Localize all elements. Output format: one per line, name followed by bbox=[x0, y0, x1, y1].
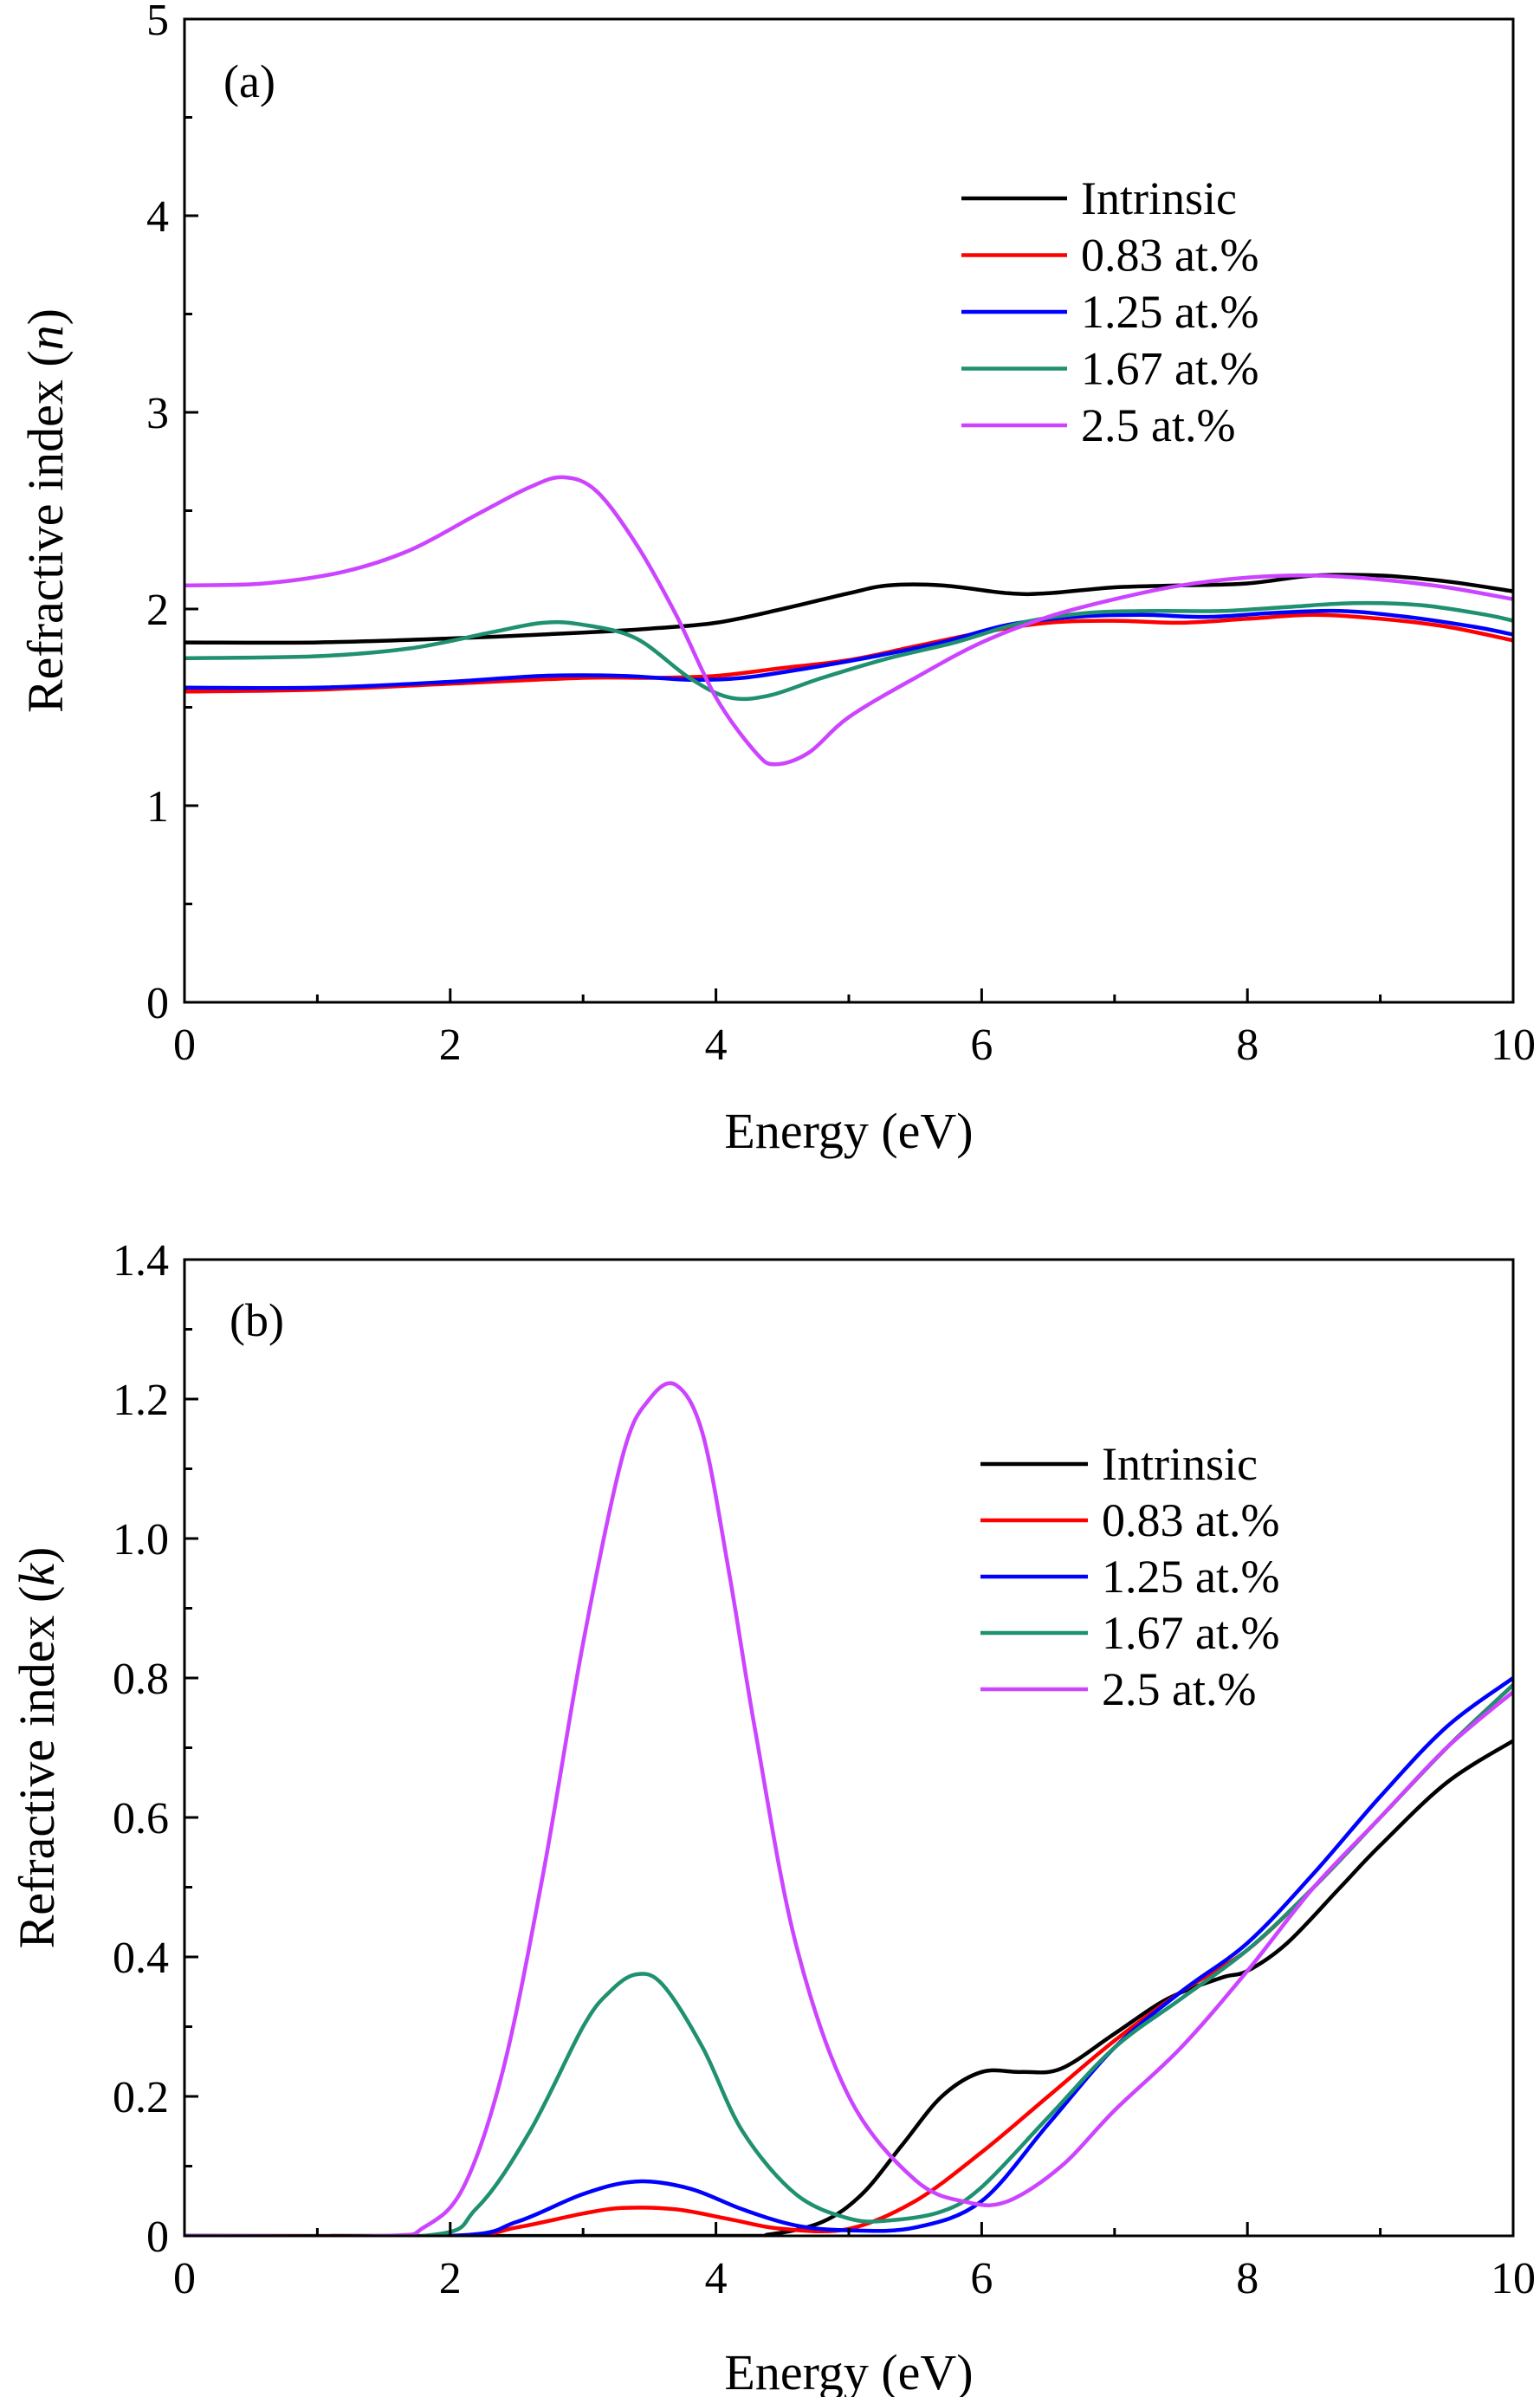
y-axis-label-close: ) bbox=[9, 1547, 65, 1564]
legend: Intrinsic 0.83 at.%1.25 at.%1.67 at.%2.5 … bbox=[961, 172, 1259, 451]
x-tick-label: 10 bbox=[1491, 1020, 1536, 1070]
y-tick-label: 0.6 bbox=[113, 1794, 169, 1843]
y-tick-label: 4 bbox=[146, 192, 169, 242]
x-tick-label: 6 bbox=[970, 2254, 993, 2303]
legend-label: 1.25 at.% bbox=[1102, 1551, 1279, 1603]
y-axis-label-variable: n bbox=[17, 325, 74, 350]
legend-label: 0.83 at.% bbox=[1102, 1494, 1279, 1546]
y-axis-label: Refractive index (k) bbox=[9, 1547, 65, 1949]
y-axis-label: Refractive index (n) bbox=[17, 308, 74, 713]
y-tick-label: 1.0 bbox=[113, 1515, 169, 1565]
series-line-2 bbox=[184, 1682, 1513, 2236]
y-tick-label: 1.4 bbox=[113, 1236, 169, 1286]
y-axis-label-variable: k bbox=[9, 1563, 65, 1586]
legend-label: 1.67 at.% bbox=[1102, 1607, 1279, 1659]
y-tick-label: 1.2 bbox=[113, 1376, 169, 1425]
series-lines bbox=[184, 1381, 1513, 2236]
series-line-1 bbox=[184, 1739, 1513, 2236]
series-line-3 bbox=[184, 608, 1513, 690]
legend-label: Intrinsic bbox=[1081, 172, 1237, 224]
y-tick-label: 3 bbox=[146, 389, 169, 438]
chart-panel-b: 0 2 4 6 8 10 0 0.2 0.4 0.6 0.8 1.0 1.2 1.4 Energy (eV)… bbox=[9, 1236, 1536, 2397]
x-tick-label: 4 bbox=[705, 1020, 728, 1070]
series-line-5 bbox=[184, 1381, 1513, 2236]
plot-frame bbox=[183, 17, 1515, 1004]
x-tick-label: 0 bbox=[173, 1020, 196, 1070]
x-axis-label: Energy (eV) bbox=[724, 2344, 973, 2397]
series-line-4 bbox=[184, 1682, 1513, 2236]
chart-panel-a: 0 2 4 6 8 10 0 1 2 3 4 5 Energy (eV) Refractive index… bbox=[17, 0, 1536, 1159]
y-tick-label: 0.8 bbox=[113, 1655, 169, 1704]
legend-label: 1.67 at.% bbox=[1081, 343, 1259, 395]
legend-label: Intrinsic bbox=[1102, 1438, 1258, 1490]
y-tick-label: 0 bbox=[146, 2212, 169, 2262]
panel-label: (a) bbox=[223, 55, 275, 107]
y-tick-label: 5 bbox=[146, 0, 169, 45]
x-tick-label: 2 bbox=[439, 2254, 462, 2303]
series-line-3 bbox=[184, 1675, 1513, 2236]
legend-label: 2.5 at.% bbox=[1102, 1663, 1256, 1715]
y-tick-label: 0 bbox=[146, 979, 169, 1028]
panel-label: (b) bbox=[230, 1294, 284, 1346]
legend-label: 1.25 at.% bbox=[1081, 286, 1259, 338]
x-tick-label: 8 bbox=[1236, 2254, 1259, 2303]
series-line-4 bbox=[184, 600, 1513, 702]
series-line-1 bbox=[184, 573, 1513, 645]
y-axis-label-text: Refractive index ( bbox=[17, 350, 74, 713]
x-tick-label: 4 bbox=[705, 2254, 728, 2303]
series-lines bbox=[184, 475, 1513, 767]
y-tick-label: 1 bbox=[146, 782, 169, 832]
legend-label: 0.83 at.% bbox=[1081, 230, 1259, 282]
legend-label: 2.5 at.% bbox=[1081, 399, 1235, 451]
y-tick-label: 2 bbox=[146, 586, 169, 635]
y-tick-label: 0.2 bbox=[113, 2073, 169, 2122]
x-tick-label: 8 bbox=[1236, 1020, 1259, 1070]
y-axis-label-text: Refractive index ( bbox=[9, 1586, 65, 1949]
x-tick-label: 10 bbox=[1491, 2254, 1536, 2303]
x-axis-label: Energy (eV) bbox=[724, 1103, 973, 1159]
y-axis-label-close: ) bbox=[17, 308, 74, 325]
x-tick-label: 6 bbox=[970, 1020, 993, 1070]
x-tick-label: 0 bbox=[173, 2254, 196, 2303]
y-tick-label: 0.4 bbox=[113, 1934, 169, 1983]
plot-frame bbox=[183, 1258, 1515, 2238]
series-line-5 bbox=[184, 475, 1513, 767]
x-tick-label: 2 bbox=[439, 1020, 462, 1070]
